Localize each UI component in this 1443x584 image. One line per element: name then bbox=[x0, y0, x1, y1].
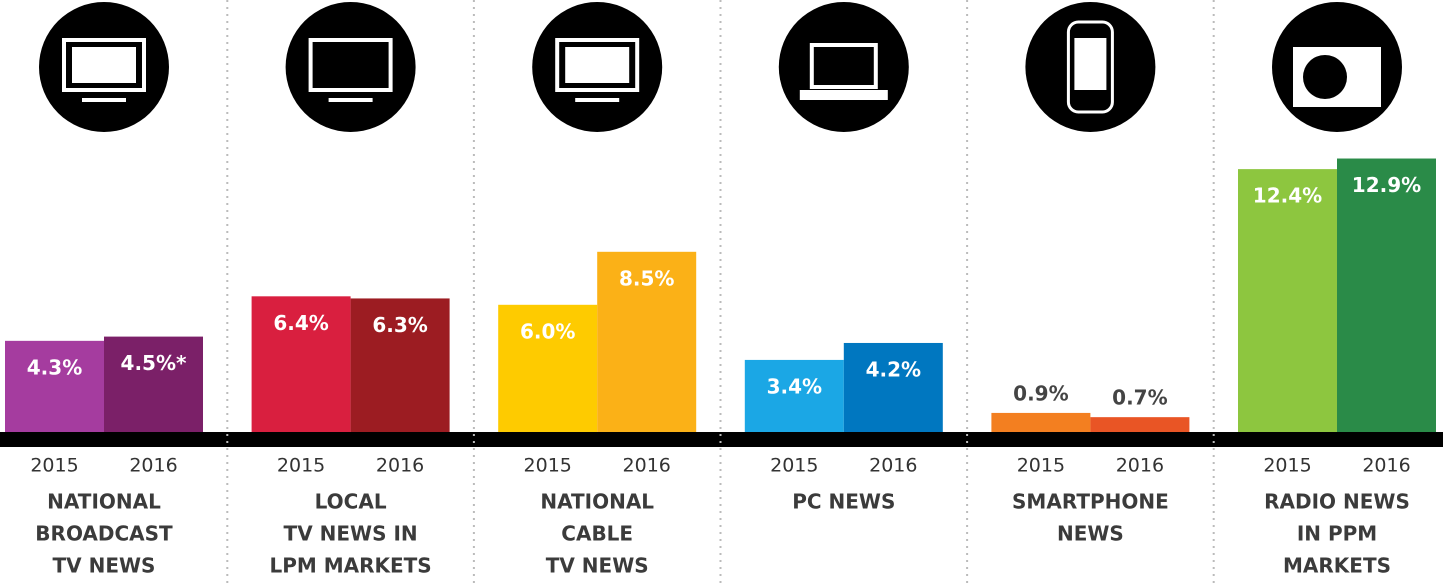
year-label: 2016 bbox=[869, 455, 917, 477]
category-label: MARKETS bbox=[1283, 554, 1391, 578]
year-label: 2015 bbox=[770, 455, 818, 477]
category-label: LPM MARKETS bbox=[269, 554, 431, 578]
bar bbox=[5, 340, 104, 432]
baseline bbox=[0, 432, 1443, 447]
bar bbox=[1090, 417, 1190, 432]
category-label: NATIONAL bbox=[47, 490, 161, 514]
bar bbox=[744, 359, 844, 432]
value-label: 4.5%* bbox=[121, 351, 187, 375]
category-label: BROADCAST bbox=[35, 522, 173, 546]
value-label: 8.5% bbox=[619, 266, 674, 290]
bar bbox=[251, 296, 351, 432]
bar bbox=[991, 412, 1091, 432]
year-label: 2016 bbox=[376, 455, 424, 477]
value-label: 4.3% bbox=[27, 355, 82, 379]
value-label: 12.4% bbox=[1253, 184, 1322, 208]
category-label: NEWS bbox=[1057, 522, 1124, 546]
year-label: 2015 bbox=[524, 455, 572, 477]
category-label: TV NEWS bbox=[546, 554, 649, 578]
bar bbox=[1337, 158, 1436, 432]
icon-stand bbox=[328, 98, 373, 102]
icon-phone-screen bbox=[1074, 38, 1107, 90]
icon-screen bbox=[62, 38, 146, 92]
bar bbox=[1238, 169, 1337, 432]
icon-inner bbox=[565, 47, 630, 83]
year-label: 2015 bbox=[1017, 455, 1065, 477]
year-label: 2015 bbox=[277, 455, 325, 477]
icon-circle bbox=[778, 2, 909, 132]
category-label: PC NEWS bbox=[792, 490, 895, 514]
icon-phone bbox=[1066, 20, 1114, 114]
bar bbox=[843, 342, 943, 432]
value-label: 0.7% bbox=[1112, 386, 1167, 410]
icon-speaker bbox=[1303, 55, 1347, 99]
value-label: 3.4% bbox=[767, 374, 822, 398]
value-label: 12.9% bbox=[1352, 173, 1421, 197]
category-label: TV NEWS IN bbox=[284, 522, 418, 546]
icon-inner bbox=[72, 47, 136, 83]
value-label: 6.4% bbox=[273, 311, 328, 335]
year-label: 2016 bbox=[1362, 455, 1410, 477]
category-label: RADIO NEWS bbox=[1264, 490, 1410, 514]
icon-stand bbox=[82, 98, 126, 102]
year-label: 2015 bbox=[30, 455, 78, 477]
category-label: TV NEWS bbox=[53, 554, 156, 578]
category-label: CABLE bbox=[561, 522, 633, 546]
year-label: 2016 bbox=[623, 455, 671, 477]
value-label: 0.9% bbox=[1013, 381, 1068, 405]
category-label: IN PPM bbox=[1297, 522, 1377, 546]
year-label: 2016 bbox=[1116, 455, 1164, 477]
value-label: 6.3% bbox=[372, 313, 427, 337]
bar bbox=[104, 336, 203, 432]
bar bbox=[597, 251, 697, 432]
icon-stand bbox=[575, 98, 620, 102]
year-label: 2015 bbox=[1263, 455, 1311, 477]
value-label: 4.2% bbox=[866, 357, 921, 381]
category-label: NATIONAL bbox=[540, 490, 654, 514]
category-label: LOCAL bbox=[315, 490, 387, 514]
value-label: 6.0% bbox=[520, 319, 575, 343]
icon-inner bbox=[318, 47, 383, 83]
icon-laptop bbox=[809, 43, 878, 89]
year-label: 2016 bbox=[129, 455, 177, 477]
icon-keys bbox=[799, 90, 888, 100]
bar bbox=[350, 298, 450, 432]
bar bbox=[498, 304, 598, 432]
icons bbox=[39, 2, 1402, 132]
category-label: SMARTPHONE bbox=[1012, 490, 1169, 514]
icon-screen bbox=[308, 38, 393, 92]
icon-screen bbox=[555, 38, 640, 92]
